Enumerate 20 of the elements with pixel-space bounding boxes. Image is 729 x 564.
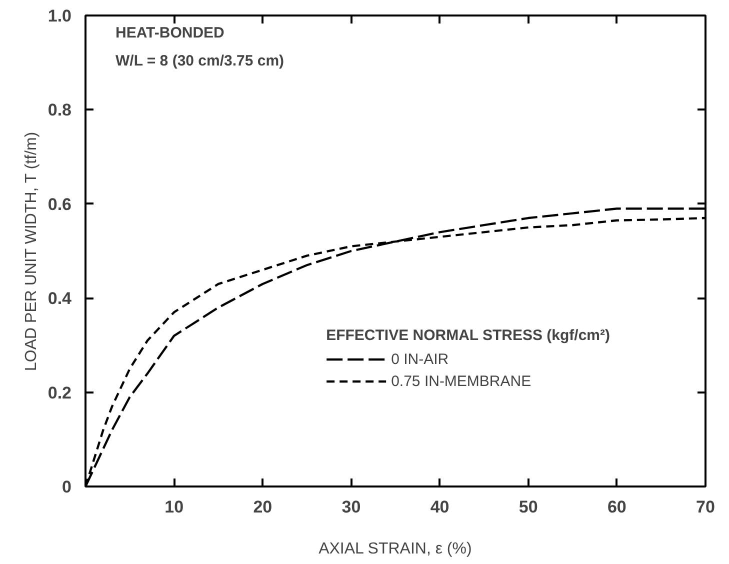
- annotation: W/L = 8 (30 cm/3.75 cm): [116, 52, 284, 70]
- x-axis-title: AXIAL STRAIN, ε (%): [318, 540, 472, 558]
- y-tick-label: 0.6: [48, 194, 72, 214]
- y-tick-label: 1.0: [48, 6, 72, 26]
- legend-label: 0.75 IN-MEMBRANE: [391, 372, 532, 390]
- x-tick-label: 50: [518, 498, 538, 516]
- y-tick-label: 0.8: [48, 100, 72, 120]
- x-tick-label: 20: [253, 498, 272, 516]
- y-tick-label: 0.2: [48, 383, 72, 402]
- x-tick-label: 10: [164, 498, 184, 516]
- y-axis-title: LOAD PER UNIT WIDTH, T (tf/m): [22, 132, 40, 371]
- x-tick-label: 40: [430, 498, 450, 516]
- x-tick-label: 70: [696, 498, 715, 516]
- annotation: HEAT-BONDED: [116, 24, 225, 42]
- x-tick-label: 60: [607, 498, 626, 516]
- y-tick-label: 0.4: [48, 289, 72, 308]
- x-tick-label: 30: [342, 498, 361, 516]
- legend-title: EFFECTIVE NORMAL STRESS (kgf/cm²): [326, 327, 610, 344]
- legend-label: 0 IN-AIR: [391, 350, 449, 368]
- y-tick-label: 0: [62, 478, 72, 496]
